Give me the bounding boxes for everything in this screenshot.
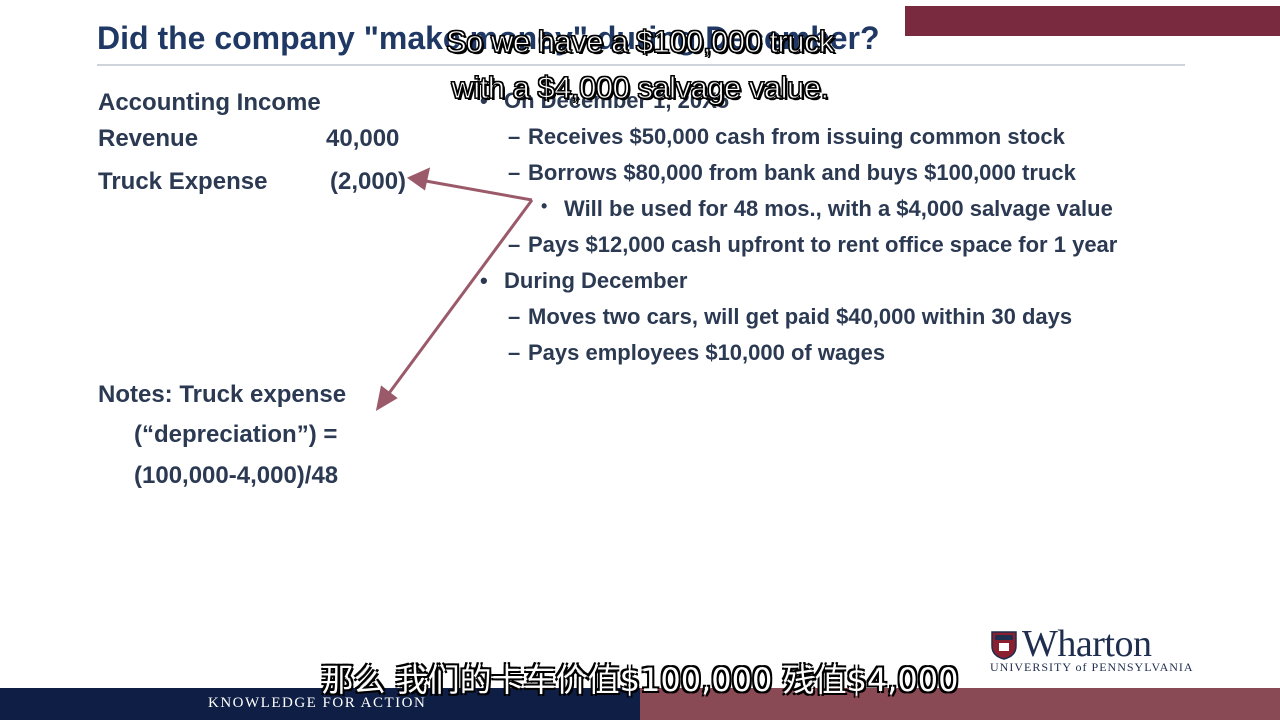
bullet-text-6: During December [504,268,688,293]
title-overlay-box [905,6,1280,36]
notes-line-1: Notes: Truck expense [98,381,347,408]
bullet-marker-7: – [508,304,521,329]
truck-expense-value: (2,000) [330,168,407,195]
footer-tagline: KNOWLEDGE FOR ACTION [208,695,427,711]
revenue-label: Revenue [98,125,199,152]
bullet-marker-5: – [508,232,521,257]
arrowhead-notes [375,385,398,411]
bullet-marker-1: • [480,88,488,113]
arrow-to-truck-expense [419,178,533,202]
footer-left-bar [0,688,640,720]
arrowhead-truck-expense [406,167,431,191]
footer-right-bar [640,688,1280,720]
income-heading: Accounting Income [98,89,321,116]
bullet-marker-3: – [508,160,521,185]
title-divider [97,64,1185,66]
bullet-text-5: Pays $12,000 cash upfront to rent office… [528,232,1118,257]
logo-university: UNIVERSITY of PENNSYLVANIA [990,660,1194,674]
revenue-value: 40,000 [326,125,400,152]
bullet-text-7: Moves two cars, will get paid $40,000 wi… [528,304,1073,329]
bullet-marker-8: – [508,340,521,365]
logo-wordmark: Wharton [1022,623,1152,665]
subtitle-english-line-1: So we have a $100,000 truck [445,24,835,60]
bullet-text-1: On December 1, 20X5 [504,88,730,113]
arrow-to-notes [382,199,534,401]
truck-expense-label: Truck Expense [98,168,268,195]
bullet-text-4: Will be used for 48 mos., with a $4,000 … [564,196,1113,221]
notes-line-2: (“depreciation”) = [134,421,338,448]
bullet-marker-4: • [541,196,548,216]
bullet-text-8: Pays employees $10,000 of wages [528,340,886,365]
bullet-text-2: Receives $50,000 cash from issuing commo… [528,124,1065,149]
bullet-text-3: Borrows $80,000 from bank and buys $100,… [528,160,1076,185]
subtitle-chinese: 那么 我们的卡车价值$100,000 残值$4,000 [321,661,959,699]
subtitle-english-line-2: with a $4,000 salvage value. [451,70,830,106]
slide-title: Did the company "make money" during Dece… [97,20,880,56]
bullet-marker-2: – [508,124,521,149]
wharton-shield-icon [991,631,1017,660]
bullet-marker-6: • [480,268,488,293]
notes-line-3: (100,000-4,000)/48 [134,462,339,489]
